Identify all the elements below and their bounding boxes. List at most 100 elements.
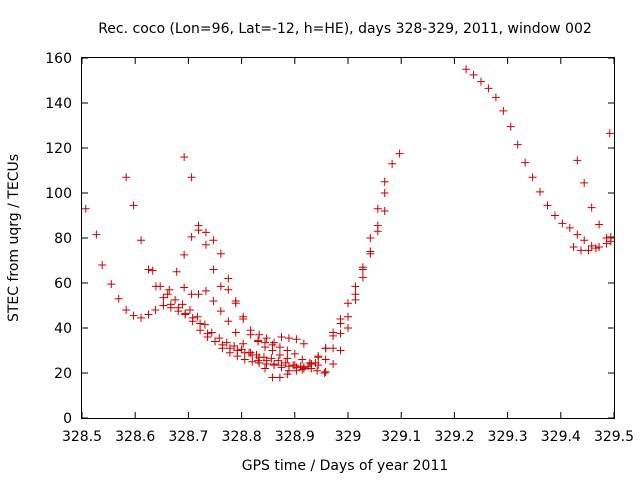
data-point: [491, 93, 500, 102]
data-point: [543, 201, 552, 210]
data-point: [201, 228, 210, 237]
data-point: [107, 280, 116, 289]
data-point: [187, 232, 196, 241]
data-point: [171, 295, 180, 304]
data-point: [320, 369, 329, 377]
data-point: [298, 355, 307, 364]
data-point: [187, 173, 196, 182]
data-point: [181, 309, 190, 318]
data-point: [283, 354, 292, 363]
data-point: [151, 306, 160, 314]
data-point: [380, 189, 389, 197]
data-point: [277, 333, 286, 341]
data-point: [216, 249, 225, 258]
data-point: [283, 370, 292, 379]
series-9: [462, 65, 615, 251]
data-point: [180, 250, 189, 259]
data-point: [284, 366, 293, 375]
data-point: [255, 330, 264, 339]
x-tick-label: 328.7: [168, 429, 208, 445]
data-point: [240, 355, 249, 364]
data-point: [329, 360, 338, 368]
data-point: [366, 234, 375, 242]
data-point: [351, 295, 360, 304]
data-point: [261, 343, 270, 352]
data-point: [595, 243, 604, 251]
data-point: [277, 363, 286, 372]
data-point: [565, 223, 574, 232]
data-point: [373, 221, 382, 230]
data-point: [239, 339, 248, 348]
data-point: [313, 366, 322, 375]
data-point: [137, 313, 146, 322]
data-point: [165, 285, 174, 294]
y-tick-labels: 0 20 40 60 80 100 120 140 160: [45, 51, 72, 427]
data-point: [528, 173, 537, 182]
data-point: [268, 373, 277, 382]
x-tick-label: 329.2: [434, 429, 474, 445]
data-point: [246, 326, 255, 335]
data-point: [602, 234, 611, 242]
y-tick-label: 20: [54, 366, 72, 382]
y-tick-label: 160: [45, 51, 72, 67]
y-tick-label: 0: [63, 411, 72, 427]
data-point: [224, 317, 233, 326]
data-point: [81, 204, 90, 213]
data-point: [587, 203, 596, 212]
data-point: [336, 346, 345, 355]
y-axis-title: STEC from uqrg / TECUs: [6, 154, 22, 322]
data-point: [380, 207, 389, 215]
data-point: [290, 349, 299, 358]
data-point: [521, 158, 530, 167]
data-point: [174, 303, 183, 312]
data-point: [573, 230, 582, 239]
data-point: [577, 246, 586, 255]
data-point: [194, 226, 203, 235]
data-point: [270, 338, 279, 347]
data-point: [114, 294, 123, 303]
data-point: [587, 241, 596, 250]
data-point: [159, 301, 168, 310]
data-point: [172, 267, 181, 276]
series-7: [329, 207, 389, 337]
data-point: [159, 293, 168, 302]
data-point: [230, 342, 239, 350]
data-point: [373, 204, 382, 213]
data-point: [292, 335, 301, 344]
data-point: [252, 351, 261, 359]
series-6: [255, 319, 345, 368]
y-tick-label: 80: [54, 231, 72, 247]
data-point: [137, 236, 146, 245]
data-point: [122, 173, 131, 182]
axis-ticks: [81, 57, 615, 419]
y-tick-label: 60: [54, 276, 72, 292]
data-point: [299, 339, 308, 348]
data-point: [163, 290, 172, 299]
data-point: [573, 156, 582, 165]
data-point: [254, 337, 263, 346]
data-point: [209, 265, 218, 274]
x-tick-label: 328.6: [115, 429, 155, 445]
data-point: [178, 300, 187, 309]
data-point: [469, 70, 478, 79]
data-point: [156, 282, 165, 291]
data-point: [216, 307, 225, 316]
data-point: [366, 249, 375, 258]
x-axis-title: GPS time / Days of year 2011: [242, 458, 449, 474]
x-tick-label: 328.8: [222, 429, 262, 445]
series-0: [81, 149, 404, 373]
data-point: [351, 282, 360, 291]
data-point: [188, 317, 197, 326]
data-point: [307, 360, 316, 368]
plot-frame: [81, 57, 615, 419]
y-tick-label: 140: [45, 96, 72, 112]
data-point: [268, 346, 277, 355]
data-point: [129, 201, 138, 210]
data-point: [225, 344, 234, 353]
data-point: [196, 319, 205, 328]
data-point: [239, 312, 248, 321]
data-point: [305, 358, 314, 367]
data-point: [185, 306, 194, 314]
data-point: [321, 367, 330, 376]
